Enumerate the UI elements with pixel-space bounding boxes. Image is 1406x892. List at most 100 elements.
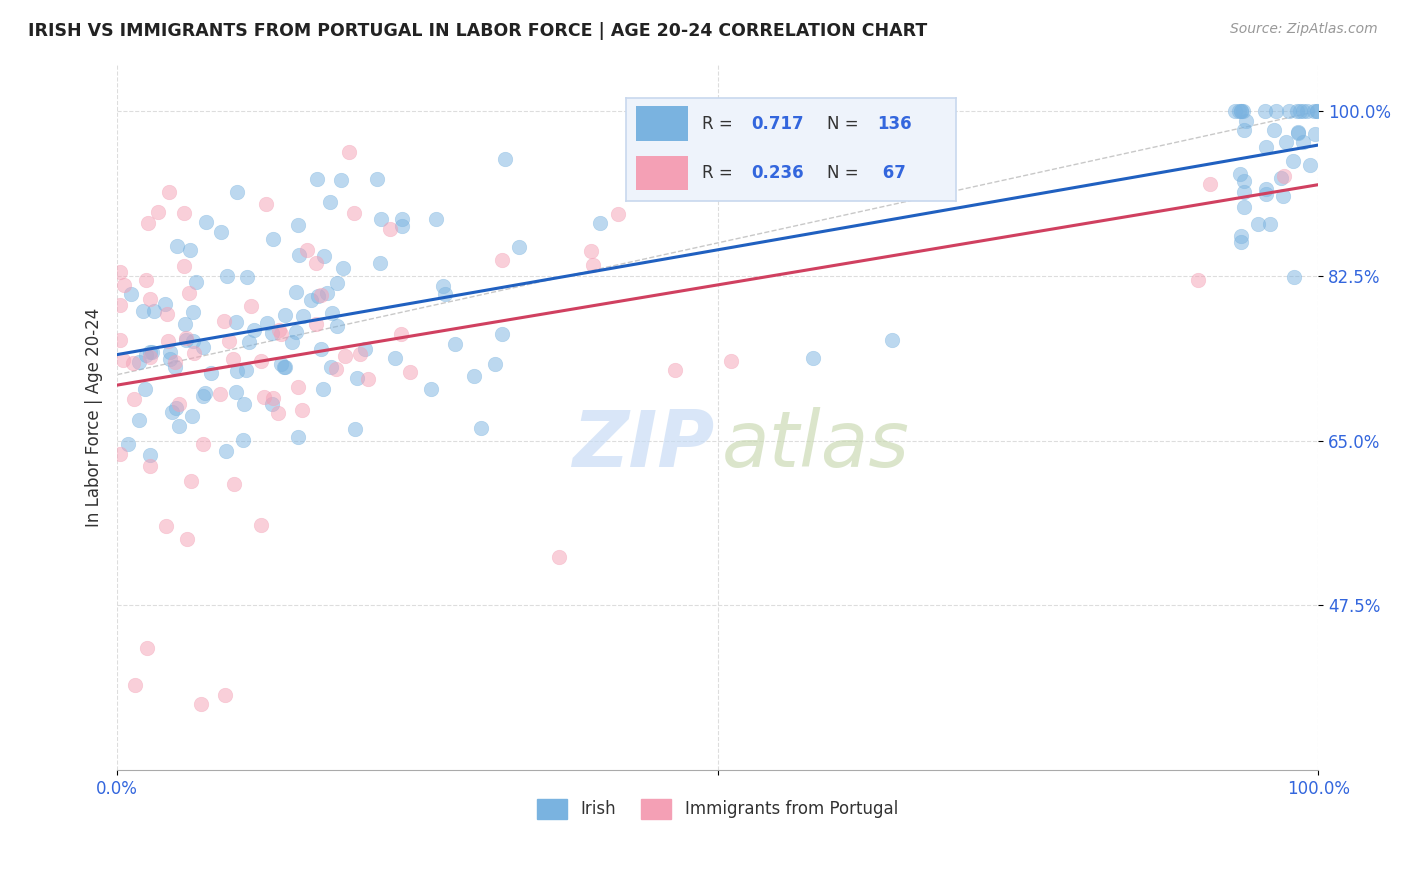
- Point: [215, 444, 238, 458]
- Point: [1233, 185, 1256, 199]
- Point: [160, 404, 183, 418]
- Point: [1299, 158, 1322, 172]
- Point: [124, 678, 146, 692]
- Point: [176, 334, 198, 348]
- Point: [262, 232, 284, 246]
- Point: [305, 317, 328, 331]
- Point: [1286, 126, 1309, 140]
- Text: N =: N =: [827, 164, 865, 182]
- Point: [1254, 186, 1277, 201]
- Point: [384, 351, 406, 366]
- Point: [163, 359, 186, 374]
- Point: [287, 430, 309, 444]
- Point: [214, 688, 236, 702]
- Point: [1272, 189, 1295, 203]
- Point: [226, 364, 249, 378]
- Point: [1254, 182, 1277, 196]
- Y-axis label: In Labor Force | Age 20-24: In Labor Force | Age 20-24: [86, 308, 103, 526]
- Point: [143, 303, 166, 318]
- Point: [156, 334, 179, 348]
- Point: [226, 186, 249, 200]
- Point: [179, 244, 201, 258]
- Point: [183, 346, 205, 360]
- Point: [173, 206, 195, 220]
- Point: [291, 309, 314, 323]
- Point: [262, 391, 284, 405]
- Point: [157, 185, 180, 199]
- Point: [280, 335, 302, 350]
- Point: [316, 286, 339, 301]
- Text: IRISH VS IMMIGRANTS FROM PORTUGAL IN LABOR FORCE | AGE 20-24 CORRELATION CHART: IRISH VS IMMIGRANTS FROM PORTUGAL IN LAB…: [28, 22, 928, 40]
- Point: [1288, 104, 1310, 119]
- Text: Source: ZipAtlas.com: Source: ZipAtlas.com: [1230, 22, 1378, 37]
- Point: [159, 345, 181, 359]
- Point: [326, 319, 349, 334]
- Point: [155, 519, 177, 533]
- Point: [222, 352, 245, 367]
- Point: [1275, 135, 1298, 149]
- Text: 136: 136: [877, 115, 911, 133]
- Point: [1247, 217, 1270, 231]
- Point: [232, 434, 254, 448]
- Point: [166, 239, 188, 253]
- Point: [181, 334, 204, 348]
- Point: [176, 532, 198, 546]
- Point: [319, 360, 342, 375]
- Point: [252, 390, 274, 404]
- Point: [391, 212, 413, 227]
- Point: [200, 366, 222, 380]
- Point: [108, 265, 131, 279]
- Point: [589, 216, 612, 230]
- Point: [463, 369, 485, 384]
- Point: [214, 314, 236, 328]
- Point: [108, 333, 131, 347]
- Point: [1303, 127, 1326, 141]
- Point: [305, 171, 328, 186]
- Point: [112, 352, 135, 367]
- Point: [195, 215, 218, 229]
- Point: [326, 276, 349, 290]
- Point: [378, 221, 401, 235]
- Point: [1282, 270, 1305, 285]
- Point: [399, 365, 422, 379]
- Point: [181, 305, 204, 319]
- Point: [1306, 104, 1329, 119]
- Legend: Irish, Immigrants from Portugal: Irish, Immigrants from Portugal: [531, 793, 904, 825]
- Point: [110, 298, 132, 312]
- Point: [335, 349, 357, 363]
- Point: [1230, 228, 1253, 243]
- Point: [309, 343, 332, 357]
- Point: [193, 437, 215, 451]
- Point: [267, 323, 290, 337]
- Point: [273, 359, 295, 374]
- Point: [1230, 104, 1253, 119]
- Point: [139, 351, 162, 365]
- Point: [425, 212, 447, 227]
- Point: [366, 172, 388, 186]
- Point: [139, 292, 162, 306]
- Point: [181, 409, 204, 423]
- Point: [319, 195, 342, 210]
- Point: [368, 256, 391, 270]
- Point: [291, 402, 314, 417]
- Text: atlas: atlas: [721, 408, 910, 483]
- Point: [353, 342, 375, 356]
- Point: [274, 308, 297, 322]
- Point: [346, 370, 368, 384]
- Point: [153, 296, 176, 310]
- Point: [190, 697, 212, 711]
- Point: [1292, 135, 1315, 149]
- Point: [491, 252, 513, 267]
- Point: [343, 422, 366, 436]
- Point: [135, 272, 157, 286]
- Point: [273, 359, 295, 374]
- Point: [1234, 113, 1257, 128]
- Point: [136, 640, 159, 655]
- Point: [122, 356, 145, 370]
- Point: [287, 219, 309, 233]
- Point: [139, 448, 162, 462]
- Point: [1230, 235, 1253, 249]
- Point: [686, 156, 709, 170]
- Point: [134, 382, 156, 396]
- Point: [1230, 104, 1253, 119]
